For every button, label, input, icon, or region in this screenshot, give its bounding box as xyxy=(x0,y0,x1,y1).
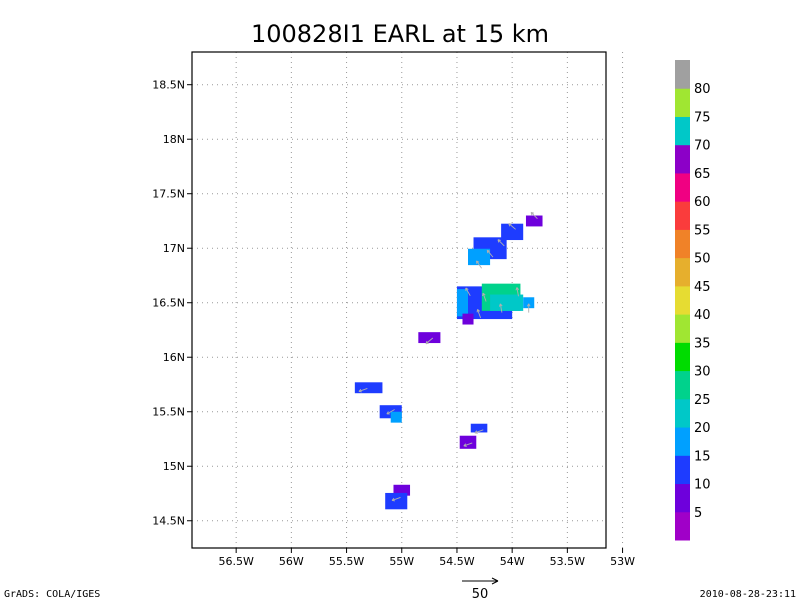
colorbar-tick-label: 65 xyxy=(694,167,711,182)
colorbar-tick-label: 45 xyxy=(694,280,711,295)
y-tick-label: 17N xyxy=(163,242,185,255)
x-tick-label: 56W xyxy=(279,555,304,568)
colorbar-segment xyxy=(675,314,690,343)
colorbar-tick-label: 60 xyxy=(694,195,711,210)
colorbar: 5 10 15 20 25 30 35 40 45 50 55 60 65 70 75 80 xyxy=(675,60,711,541)
colorbar-segment xyxy=(675,116,690,146)
colorbar-tick-label: 15 xyxy=(694,449,711,464)
x-axis-ticks: 56.5W 56W 55.5W 55W 54.5W 54W 53.5W 53W xyxy=(218,548,635,568)
reference-vector-label: 50 xyxy=(472,587,489,600)
x-tick-label: 55W xyxy=(389,555,414,568)
wind-arrow xyxy=(358,387,368,393)
colorbar-segment xyxy=(675,60,690,89)
data-cell xyxy=(468,248,491,266)
y-tick-label: 15.5N xyxy=(152,406,185,419)
colorbar-tick-label: 35 xyxy=(694,336,711,351)
colorbar-tick-label: 55 xyxy=(694,223,711,238)
wind-arrow xyxy=(465,287,471,296)
y-tick-label: 18.5N xyxy=(152,79,185,92)
data-cell xyxy=(354,382,383,394)
colorbar-segment xyxy=(675,201,690,230)
chart-title: 100828I1 EARL at 15 km xyxy=(251,20,549,48)
colorbar-segment xyxy=(675,398,690,428)
data-cell xyxy=(385,492,408,510)
x-tick-label: 54.5W xyxy=(439,555,474,568)
y-tick-label: 15N xyxy=(163,460,185,473)
colorbar-tick-label: 20 xyxy=(694,421,711,436)
x-tick-label: 56.5W xyxy=(218,555,253,568)
grid-lines xyxy=(192,52,624,548)
data-cell xyxy=(470,423,488,433)
reference-vector: 50 xyxy=(462,577,499,600)
footer-left: GrADS: COLA/IGES xyxy=(4,589,100,600)
wind-arrow xyxy=(526,303,531,313)
data-cell xyxy=(418,332,441,344)
wind-arrow xyxy=(425,337,434,345)
y-tick-label: 17.5N xyxy=(152,188,185,201)
colorbar-tick-label: 50 xyxy=(694,252,711,267)
data-cell xyxy=(501,223,524,241)
colorbar-segment xyxy=(675,342,690,372)
colorbar-segment xyxy=(675,511,690,541)
colorbar-tick-label: 70 xyxy=(694,139,711,154)
wind-arrows xyxy=(358,211,538,502)
colorbar-tick-label: 30 xyxy=(694,365,711,380)
colorbar-tick-label: 25 xyxy=(694,393,711,408)
colorbar-segment xyxy=(675,483,690,513)
data-cell xyxy=(525,215,543,227)
colorbar-segment xyxy=(675,229,690,259)
wind-arrow xyxy=(530,211,538,220)
colorbar-tick-label: 80 xyxy=(694,82,711,97)
wind-arrow xyxy=(486,249,494,258)
wind-arrow xyxy=(463,442,473,447)
colorbar-segment xyxy=(675,285,690,315)
colorbar-segment xyxy=(675,257,690,287)
data-cell xyxy=(390,411,402,423)
colorbar-tick-label: 75 xyxy=(694,110,711,125)
data-cell xyxy=(456,289,468,317)
colorbar-segment xyxy=(675,370,690,400)
y-tick-label: 14.5N xyxy=(152,515,185,528)
wind-arrow xyxy=(508,223,516,230)
colorbar-segment xyxy=(675,144,690,174)
wind-arrow xyxy=(498,303,503,313)
y-tick-label: 16N xyxy=(163,351,185,364)
plot-frame xyxy=(191,51,607,549)
y-tick-label: 18N xyxy=(163,133,185,146)
data-cell xyxy=(459,435,477,449)
colorbar-segment xyxy=(675,427,690,456)
wind-arrow xyxy=(474,429,484,434)
colorbar-tick-label: 40 xyxy=(694,308,711,323)
wind-arrow xyxy=(476,309,482,319)
wind-arrow xyxy=(476,260,482,269)
y-axis-ticks: 14.5N 15N 15.5N 16N 16.5N 17N 17.5N 18N 18.5N xyxy=(152,79,192,528)
x-tick-label: 53W xyxy=(610,555,635,568)
reference-arrowhead xyxy=(491,577,499,585)
footer-right: 2010-08-28-23:11 xyxy=(700,589,796,600)
data-cell xyxy=(523,297,535,309)
colorbar-segment xyxy=(675,88,690,117)
colorbar-segment xyxy=(675,172,690,202)
wind-arrow xyxy=(386,409,395,415)
data-cell xyxy=(490,294,524,311)
colorbar-segment xyxy=(675,455,690,485)
x-tick-label: 54W xyxy=(500,555,525,568)
colorbar-tick-label: 5 xyxy=(694,506,702,521)
wind-arrow xyxy=(497,239,505,247)
colorbar-tick-label: 10 xyxy=(694,478,711,493)
data-cell xyxy=(462,313,474,325)
data-cell xyxy=(393,484,411,496)
wind-arrow xyxy=(482,292,487,302)
wind-arrow xyxy=(515,287,520,297)
wind-arrow xyxy=(391,496,401,502)
x-tick-label: 53.5W xyxy=(550,555,585,568)
y-tick-label: 16.5N xyxy=(152,297,185,310)
data-cells xyxy=(354,215,543,510)
x-tick-label: 55.5W xyxy=(329,555,364,568)
